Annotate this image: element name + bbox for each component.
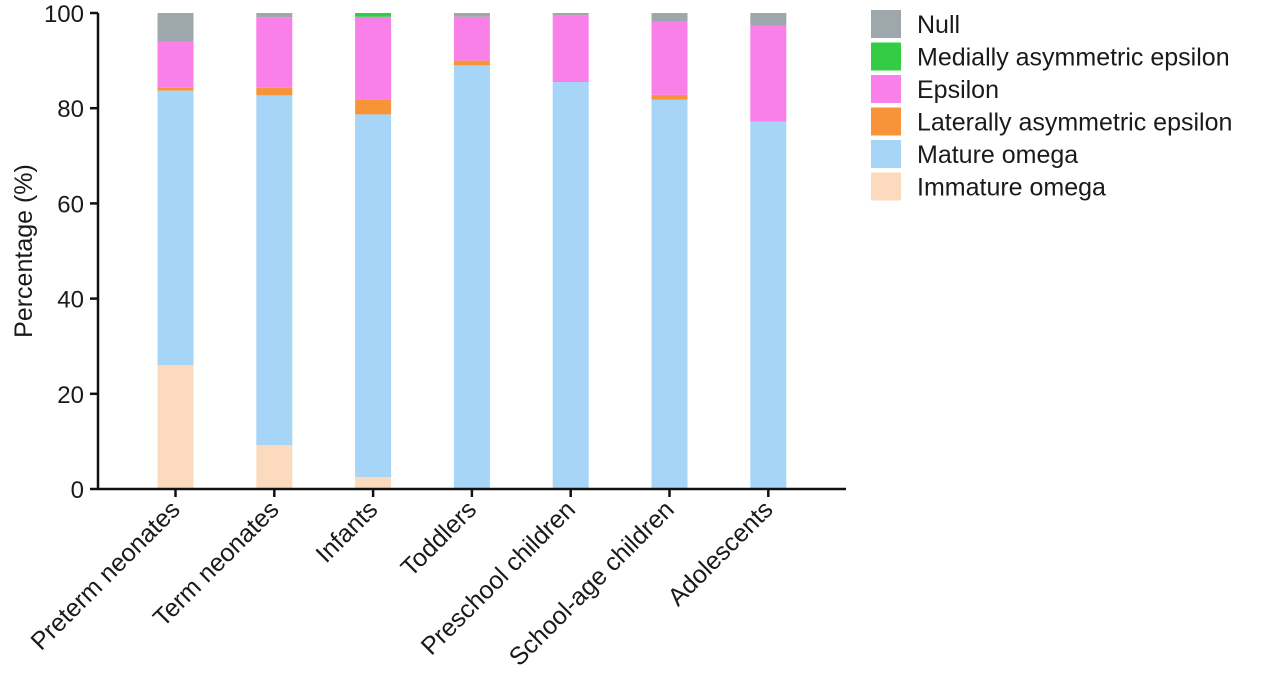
legend-label-epsilon: Epsilon [917,76,999,104]
y-tick-label: 80 [57,96,84,123]
bar-segment-toddlers-mature-omega [453,65,490,490]
bar-segment-preterm-neonates-mature-omega [157,90,194,366]
legend-swatch-mature-omega [871,140,901,168]
bar-segment-preterm-neonates-laterally-asymmetric-epsilon [157,87,194,91]
bar-segment-term-neonates-null [256,13,293,18]
y-ticks: 0 20 40 60 80 100 [44,1,98,504]
bar-segment-school-age-children-mature-omega [651,99,688,489]
bar-segment-preterm-neonates-immature-omega [157,365,194,489]
y-tick-label: 40 [57,287,84,314]
y-tick-label: 100 [44,1,84,28]
bar-segment-infants-mature-omega [355,114,392,478]
y-tick-label: 0 [71,477,84,504]
bar-segment-preschool-children-mature-omega [552,82,589,490]
bar-segment-school-age-children-laterally-asymmetric-epsilon [651,94,688,100]
bar-segment-infants-medially-asymmetric-epsilon [355,13,392,17]
bars-layer [157,13,787,490]
legend: Null Medially asymmetric epsilon Epsilon La… [871,10,1232,202]
legend-label-medially-asymmetric-epsilon: Medially asymmetric epsilon [917,44,1230,72]
bar-segment-preterm-neonates-null [157,13,194,42]
bar-segment-adolescents-null [750,13,787,26]
x-tick-label: Infants [310,495,383,568]
legend-swatch-null [871,10,901,38]
bar-segment-term-neonates-immature-omega [256,445,293,489]
bar-segment-toddlers-epsilon [453,16,490,61]
bar-segment-infants-epsilon [355,16,392,100]
legend-swatch-immature-omega [871,172,901,201]
x-tick-label: Adolescents [662,495,778,611]
bar-segment-term-neonates-epsilon [256,17,293,88]
legend-swatch-laterally-asymmetric-epsilon [871,107,901,136]
bar-segment-adolescents-mature-omega [750,121,787,489]
bar-segment-toddlers-null [453,13,490,17]
x-tick-label: Toddlers [396,495,483,582]
y-tick-label: 20 [57,382,84,409]
legend-swatch-epsilon [871,75,901,103]
legend-label-mature-omega: Mature omega [917,141,1078,169]
legend-swatch-medially-asymmetric-epsilon [871,42,901,71]
bar-segment-infants-laterally-asymmetric-epsilon [355,99,392,115]
bar-segment-infants-immature-omega [355,477,392,489]
bar-segment-adolescents-epsilon [750,25,787,122]
x-tick-label: School-age children [504,495,680,671]
x-tick-label: Preterm neonates [25,495,185,655]
bar-segment-preschool-children-epsilon [552,15,589,83]
bar-segment-preschool-children-null [552,13,589,16]
y-tick-label: 60 [57,191,84,218]
legend-label-null: Null [917,11,960,39]
legend-label-laterally-asymmetric-epsilon: Laterally asymmetric epsilon [917,109,1232,137]
bar-segment-school-age-children-epsilon [651,21,688,95]
bar-segment-preterm-neonates-epsilon [157,41,194,88]
bar-segment-school-age-children-null [651,13,688,22]
legend-label-immature-omega: Immature omega [917,174,1106,202]
bar-segment-term-neonates-mature-omega [256,95,293,446]
bar-segment-toddlers-laterally-asymmetric-epsilon [453,60,490,66]
y-axis-title: Percentage (%) [10,164,38,338]
bar-segment-term-neonates-laterally-asymmetric-epsilon [256,87,293,96]
